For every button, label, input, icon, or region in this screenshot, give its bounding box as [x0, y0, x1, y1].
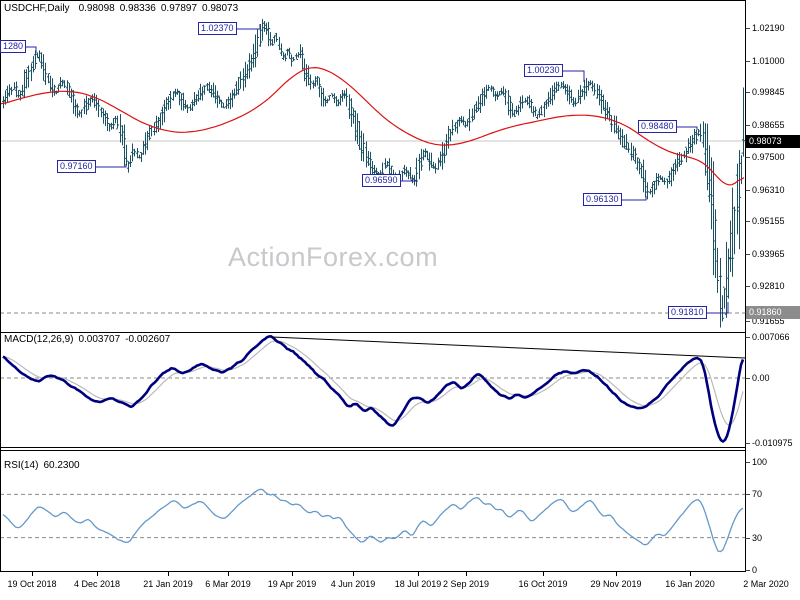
macd-name: MACD(12,26,9): [4, 334, 74, 345]
price-close: 0.98073: [202, 3, 239, 14]
x-axis-date-label: 16 Jan 2020: [665, 579, 715, 589]
macd-signal-value: -0.002607: [125, 334, 171, 345]
y-axis-price-label: 1.02190: [752, 23, 785, 33]
price-high: 0.98336: [119, 3, 156, 14]
x-axis-date-label: 19 Apr 2019: [267, 579, 317, 589]
rsi-indicator-label: RSI(14) 60.2300: [4, 460, 85, 471]
price-annotation: 0.98480: [638, 120, 677, 133]
y-axis-price-label: 1.01000: [752, 56, 785, 66]
price-annotation: 1.02370: [198, 22, 237, 35]
x-axis-date-label: 2 Mar 2020: [743, 579, 789, 589]
chart-title: USDCHF,Daily 0.98098 0.98336 0.97897 0.98073: [4, 3, 243, 14]
x-axis-date-label: 2 Sep 2019: [442, 579, 490, 589]
rsi-value: 60.2300: [43, 460, 80, 471]
y-axis-price-label: 0.99845: [752, 87, 785, 97]
y-axis-macd-label: 0.00: [752, 373, 770, 383]
x-axis-date-label: 4 Jun 2019: [330, 579, 376, 589]
price-open: 0.98098: [78, 3, 115, 14]
y-axis-price-label: 0.93965: [752, 249, 785, 259]
x-axis-date-label: 29 Nov 2019: [590, 579, 642, 589]
y-axis-price-label: 0.95155: [752, 216, 785, 226]
price-annotation: 1.00230: [524, 64, 563, 77]
x-axis-date-label: 19 Oct 2018: [7, 579, 57, 589]
y-axis-price-label: 0.96310: [752, 185, 785, 195]
price-tag-current: 0.98073: [746, 135, 800, 148]
price-annotation: 1280: [0, 40, 27, 53]
watermark: ActionForex.com: [228, 242, 439, 272]
x-axis-date-label: 21 Jan 2019: [143, 579, 193, 589]
y-axis-rsi-label: 100: [752, 457, 768, 467]
y-axis-macd-label: -0.010975: [752, 438, 793, 448]
y-axis-macd-label: 0.007066: [752, 332, 790, 342]
price-annotation: 0.96130: [583, 193, 622, 206]
price-annotation: 0.97160: [57, 160, 96, 173]
y-axis-price-label: 0.97500: [752, 152, 785, 162]
y-axis-price-label: 0.92810: [752, 281, 785, 291]
y-axis-rsi-label: 70: [752, 489, 763, 499]
y-axis-rsi-label: 0: [752, 565, 758, 575]
x-axis-date-label: 18 Jul 2019: [394, 579, 442, 589]
macd-main-value: 0.003707: [78, 334, 121, 345]
rsi-name: RSI(14): [4, 460, 39, 471]
price-tag-support: 0.91860: [746, 306, 800, 319]
price-annotation: 0.96590: [362, 174, 401, 187]
y-axis-price-label: 0.91655: [752, 316, 785, 326]
symbol-timeframe: USDCHF,Daily: [4, 3, 70, 14]
price-annotation: 0.91810: [668, 306, 707, 319]
x-axis-date-label: 6 Mar 2019: [205, 579, 251, 589]
macd-indicator-label: MACD(12,26,9) 0.003707 -0.002607: [4, 334, 175, 345]
x-axis-date-label: 4 Dec 2018: [73, 579, 121, 589]
x-axis-date-label: 16 Oct 2019: [518, 579, 568, 589]
y-axis-price-label: 0.98655: [752, 120, 785, 130]
price-low: 0.97897: [160, 3, 198, 14]
y-axis-rsi-label: 30: [752, 533, 763, 543]
